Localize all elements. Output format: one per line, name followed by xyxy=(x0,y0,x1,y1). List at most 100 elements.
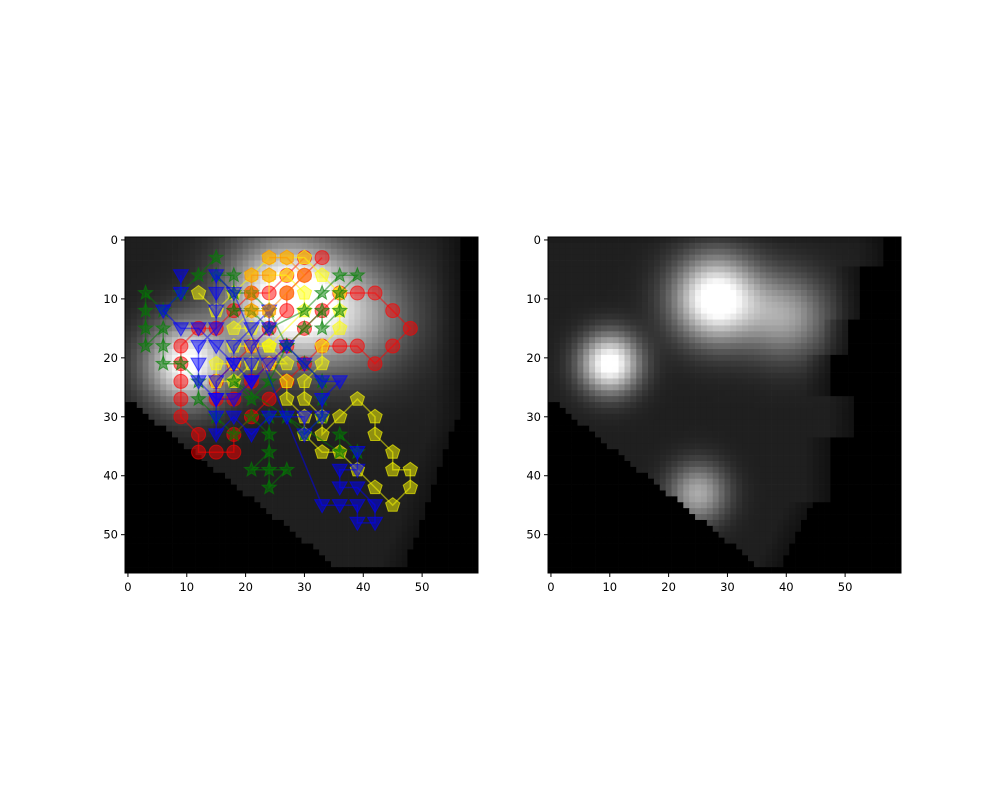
trajectory-point xyxy=(260,478,278,495)
trajectory-point xyxy=(296,390,313,406)
trajectory-point xyxy=(190,322,207,337)
trajectory-point xyxy=(208,355,224,371)
trajectory-point xyxy=(402,479,419,495)
trajectory-point xyxy=(207,269,225,284)
trajectory-point xyxy=(262,302,277,319)
trajectory-point xyxy=(279,373,295,388)
trajectory-point xyxy=(331,301,349,318)
x-tick-label: 20 xyxy=(238,580,253,594)
x-tick-label: 0 xyxy=(547,580,554,594)
trajectory-point xyxy=(190,390,208,407)
trajectory-point xyxy=(190,284,207,300)
trajectory-point xyxy=(331,425,349,442)
trajectory-point xyxy=(313,410,331,426)
trajectory-point xyxy=(154,304,172,320)
trajectory-point xyxy=(172,286,190,302)
trajectory-point xyxy=(402,320,418,336)
right-heatmap-panel: 0 10 20 30 40 50 0 10 20 30 40 50 xyxy=(526,233,902,594)
trajectory-point xyxy=(225,372,243,389)
left-heatmap-panel: 0 10 20 30 40 50 0 10 20 30 40 50 xyxy=(103,233,479,594)
trajectory-point xyxy=(260,410,278,426)
trajectory-point xyxy=(296,249,313,265)
trajectory-point xyxy=(207,339,225,355)
trajectory-point xyxy=(349,446,366,461)
y-tick-label: 50 xyxy=(526,528,541,542)
trajectory-point xyxy=(225,357,243,373)
trajectory-point xyxy=(331,443,349,460)
trajectory-point xyxy=(331,463,349,479)
trajectory-point xyxy=(190,339,207,355)
trajectory-point xyxy=(207,392,225,408)
trajectory-point xyxy=(349,390,366,406)
y-tick-label: 40 xyxy=(526,469,541,483)
trajectory-point xyxy=(243,339,260,355)
trajectory-point xyxy=(367,479,383,495)
trajectory-point xyxy=(243,390,260,407)
y-tick-label: 0 xyxy=(534,233,541,247)
trajectory-point xyxy=(226,320,242,335)
trajectory-point xyxy=(385,303,401,319)
trajectory-point xyxy=(313,499,331,514)
trajectory-point xyxy=(261,337,277,353)
trajectory-point xyxy=(295,301,313,318)
trajectory-point xyxy=(207,410,225,426)
trajectory-point xyxy=(332,320,348,335)
trajectory-point xyxy=(137,301,155,318)
trajectory-point xyxy=(207,322,225,337)
y-tick-label: 20 xyxy=(103,351,118,365)
trajectory-point xyxy=(278,410,296,426)
trajectory-point xyxy=(332,338,348,354)
y-tick-label: 0 xyxy=(111,233,118,247)
trajectory-point xyxy=(260,357,278,373)
x-tick-label: 10 xyxy=(179,580,194,594)
trajectory-point xyxy=(225,410,243,426)
trajectory-point xyxy=(173,373,189,389)
trajectory-point xyxy=(190,266,208,283)
trajectory-point xyxy=(262,267,277,284)
trajectory-point xyxy=(331,375,349,390)
trajectory-point xyxy=(349,481,366,497)
trajectory-point xyxy=(207,304,225,320)
trajectory-point xyxy=(313,375,331,390)
trajectory-point xyxy=(349,285,365,301)
trajectory-point xyxy=(331,499,349,514)
trajectory-point xyxy=(243,357,260,373)
trajectory-point xyxy=(154,319,172,336)
trajectory-point xyxy=(385,338,401,354)
trajectory-point xyxy=(349,499,366,514)
trajectory-point xyxy=(243,428,260,443)
trajectory-point xyxy=(243,375,260,390)
trajectory-point xyxy=(278,339,296,355)
trajectory-point xyxy=(367,356,383,372)
trajectory-point xyxy=(314,444,330,459)
trajectory-point xyxy=(190,375,207,390)
x-tick-label: 50 xyxy=(415,580,430,594)
trajectory-point xyxy=(279,249,294,266)
trajectory-point xyxy=(225,339,243,355)
trajectory-point xyxy=(260,322,278,337)
y-tick-label: 10 xyxy=(526,292,541,306)
trajectory-point xyxy=(243,407,260,425)
trajectory-point xyxy=(296,428,313,443)
trajectory-point xyxy=(296,410,313,426)
trajectory-point xyxy=(313,319,331,336)
trajectory-point xyxy=(244,284,259,302)
trajectory-hexagon xyxy=(244,249,312,319)
trajectory-point xyxy=(244,267,259,284)
trajectory-point xyxy=(402,461,419,477)
trajectory-point xyxy=(367,426,383,441)
trajectory-point xyxy=(154,337,172,354)
heatmap-image xyxy=(548,237,902,574)
trajectory-point xyxy=(243,460,260,478)
x-tick-label: 0 xyxy=(124,580,131,594)
trajectory-point xyxy=(172,354,190,371)
trajectory-point xyxy=(385,444,401,459)
trajectory-point xyxy=(225,392,243,408)
trajectory-point xyxy=(279,355,295,371)
trajectory-point xyxy=(348,266,366,283)
trajectory-point xyxy=(313,284,331,301)
y-tick-label: 30 xyxy=(526,410,541,424)
x-tick-label: 30 xyxy=(297,580,312,594)
y-tick-label: 50 xyxy=(103,528,118,542)
